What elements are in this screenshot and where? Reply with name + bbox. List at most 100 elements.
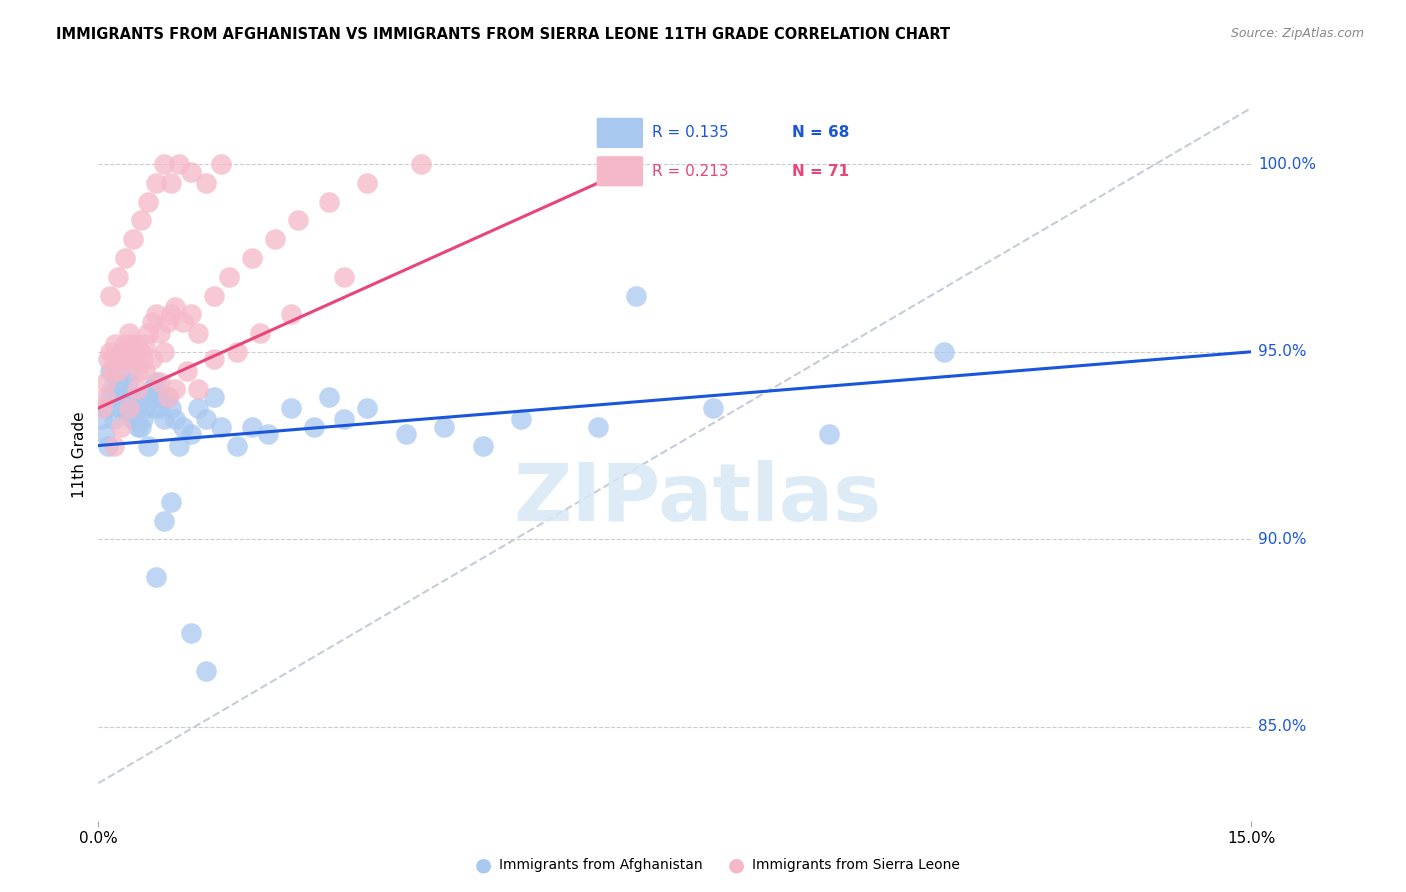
Point	[240, 419, 263, 434]
Point	[160, 401, 183, 415]
Point	[145, 307, 167, 321]
Point	[122, 352, 145, 367]
Point	[94, 401, 117, 415]
Point	[249, 326, 271, 340]
Point	[817, 427, 839, 442]
Point	[218, 269, 240, 284]
Point	[107, 375, 129, 389]
Point	[108, 352, 131, 367]
Point	[626, 288, 648, 302]
Point	[138, 438, 160, 452]
Point	[225, 344, 247, 359]
Point	[107, 363, 129, 377]
Point	[111, 382, 134, 396]
Text: ●: ●	[728, 855, 745, 875]
Point	[180, 307, 202, 321]
Point	[104, 337, 127, 351]
Point	[110, 419, 132, 434]
Text: R = 0.213: R = 0.213	[652, 164, 728, 178]
Point	[156, 390, 179, 404]
Point	[118, 326, 141, 340]
Point	[318, 390, 340, 404]
Point	[141, 315, 163, 329]
Point	[122, 412, 145, 426]
Point	[287, 213, 309, 227]
Point	[134, 363, 156, 377]
Point	[142, 401, 165, 415]
Point	[167, 157, 190, 171]
Text: 95.0%: 95.0%	[1258, 344, 1306, 359]
Point	[280, 401, 302, 415]
Point	[125, 337, 148, 351]
Point	[93, 427, 115, 442]
Point	[125, 401, 148, 415]
Point	[195, 176, 218, 190]
Point	[152, 412, 174, 426]
Point	[111, 352, 134, 367]
Point	[180, 427, 202, 442]
Point	[165, 300, 187, 314]
Y-axis label: 11th Grade: 11th Grade	[72, 411, 87, 499]
Text: Immigrants from Sierra Leone: Immigrants from Sierra Leone	[752, 858, 960, 872]
Point	[356, 176, 378, 190]
Point	[586, 419, 609, 434]
Point	[129, 344, 152, 359]
Point	[225, 438, 247, 452]
Point	[195, 664, 218, 678]
Point	[187, 401, 209, 415]
Point	[125, 382, 148, 396]
Point	[145, 375, 167, 389]
Point	[395, 427, 418, 442]
Point	[145, 570, 167, 584]
Point	[103, 352, 125, 367]
Point	[110, 390, 132, 404]
Point	[202, 288, 225, 302]
Point	[124, 344, 146, 359]
Point	[124, 390, 146, 404]
Point	[165, 412, 187, 426]
Point	[98, 288, 121, 302]
Point	[160, 495, 183, 509]
Point	[172, 315, 194, 329]
Point	[120, 337, 142, 351]
Point	[103, 412, 125, 426]
Point	[138, 326, 160, 340]
Point	[160, 176, 183, 190]
Text: Immigrants from Afghanistan: Immigrants from Afghanistan	[499, 858, 703, 872]
Point	[127, 363, 149, 377]
Point	[129, 213, 152, 227]
Text: R = 0.135: R = 0.135	[652, 125, 728, 139]
Point	[302, 419, 325, 434]
Point	[141, 382, 163, 396]
Point	[356, 401, 378, 415]
Point	[104, 390, 127, 404]
Point	[134, 401, 156, 415]
Point	[114, 401, 136, 415]
Text: Source: ZipAtlas.com: Source: ZipAtlas.com	[1230, 27, 1364, 40]
Point	[333, 412, 356, 426]
Point	[91, 401, 114, 415]
Point	[202, 390, 225, 404]
Point	[97, 352, 120, 367]
Point	[107, 269, 129, 284]
Point	[118, 390, 141, 404]
Point	[114, 401, 136, 415]
Point	[167, 438, 190, 452]
Point	[240, 251, 263, 265]
Point	[98, 344, 121, 359]
Point	[209, 419, 232, 434]
Point	[129, 390, 152, 404]
Point	[114, 337, 136, 351]
Point	[132, 412, 155, 426]
Point	[156, 390, 179, 404]
Point	[103, 438, 125, 452]
Point	[132, 352, 155, 367]
Point	[93, 390, 115, 404]
FancyBboxPatch shape	[596, 118, 643, 148]
Point	[145, 176, 167, 190]
Text: IMMIGRANTS FROM AFGHANISTAN VS IMMIGRANTS FROM SIERRA LEONE 11TH GRADE CORRELATI: IMMIGRANTS FROM AFGHANISTAN VS IMMIGRANT…	[56, 27, 950, 42]
Point	[101, 363, 124, 377]
Point	[122, 412, 145, 426]
Point	[149, 326, 172, 340]
Point	[122, 232, 145, 246]
